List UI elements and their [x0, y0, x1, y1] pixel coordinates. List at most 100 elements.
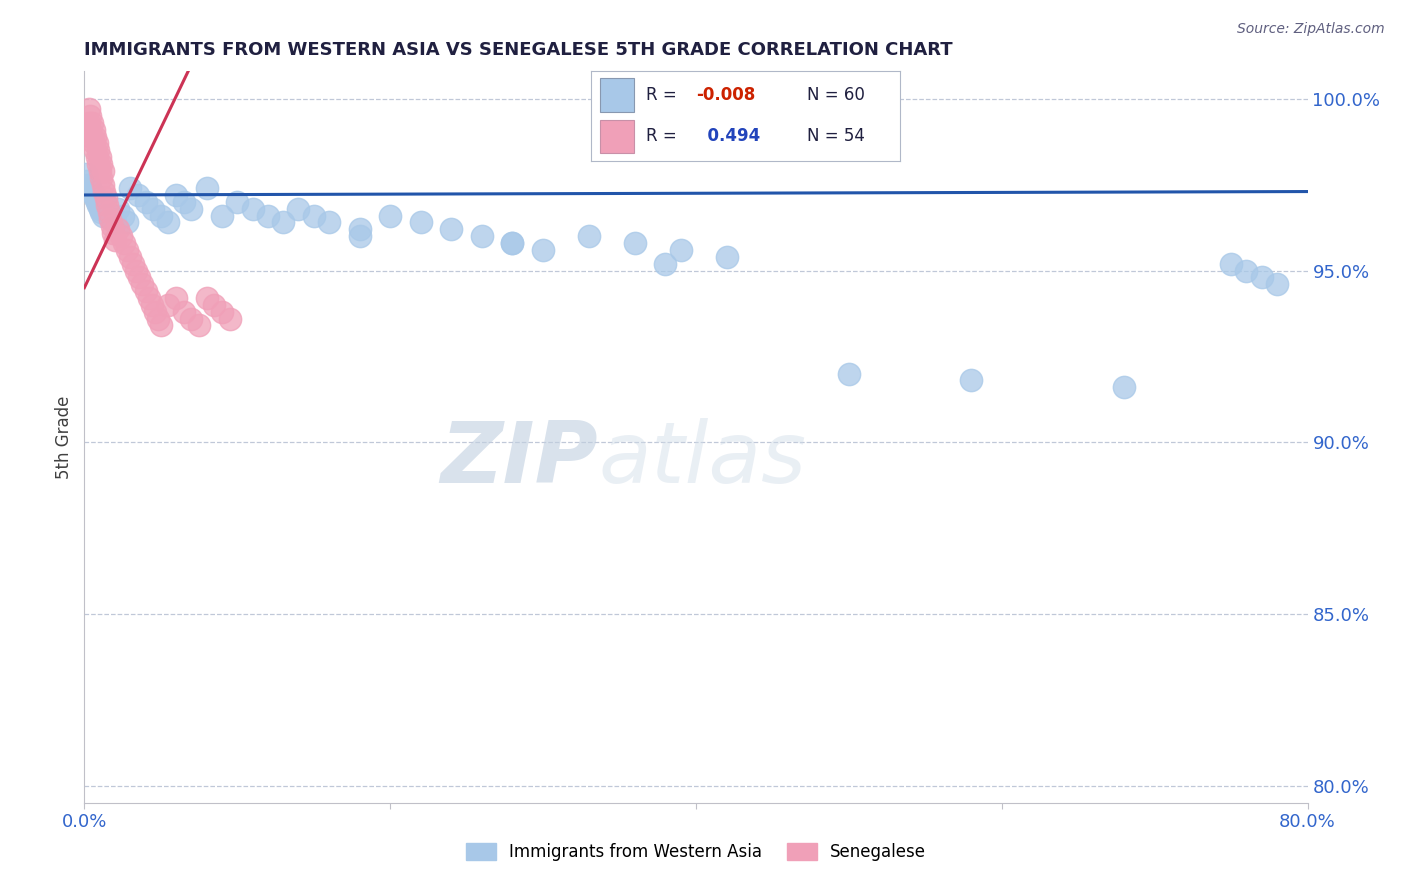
Point	[83, 122, 105, 136]
Text: atlas: atlas	[598, 417, 806, 500]
Point	[349, 229, 371, 244]
Text: Source: ZipAtlas.com: Source: ZipAtlas.com	[1237, 22, 1385, 37]
Point	[471, 229, 494, 244]
Point	[96, 205, 118, 219]
Point	[90, 170, 112, 185]
Point	[380, 209, 402, 223]
Point	[97, 205, 120, 219]
Point	[112, 235, 135, 250]
Point	[93, 185, 115, 199]
Point	[157, 298, 180, 312]
Point	[502, 235, 524, 250]
Bar	[600, 78, 634, 112]
Bar	[600, 120, 634, 153]
Point	[77, 116, 100, 130]
Point	[1236, 263, 1258, 277]
Point	[173, 304, 195, 318]
Point	[103, 226, 125, 240]
Point	[86, 194, 108, 209]
Point	[143, 304, 166, 318]
Point	[624, 235, 647, 250]
Point	[91, 178, 114, 192]
Point	[80, 185, 103, 199]
Text: N = 60: N = 60	[807, 86, 865, 103]
Point	[211, 304, 233, 318]
Point	[79, 122, 101, 136]
Text: ZIP: ZIP	[440, 417, 598, 500]
Point	[79, 181, 101, 195]
Text: -0.008: -0.008	[696, 86, 755, 103]
Point	[77, 178, 100, 192]
Point	[91, 164, 114, 178]
Point	[101, 219, 124, 233]
Point	[211, 209, 233, 223]
Point	[157, 215, 180, 229]
Point	[107, 222, 129, 236]
Point	[104, 215, 127, 229]
Point	[1220, 257, 1243, 271]
Point	[242, 202, 264, 216]
Point	[226, 194, 249, 209]
Point	[83, 136, 105, 151]
Point	[195, 181, 218, 195]
Point	[1250, 270, 1272, 285]
Point	[578, 229, 600, 244]
Point	[135, 194, 157, 209]
Point	[141, 298, 163, 312]
Point	[75, 126, 97, 140]
Point	[84, 129, 107, 144]
Point	[202, 298, 225, 312]
Point	[84, 144, 107, 158]
Point	[98, 212, 121, 227]
Point	[110, 229, 132, 244]
Point	[80, 116, 103, 130]
Text: IMMIGRANTS FROM WESTERN ASIA VS SENEGALESE 5TH GRADE CORRELATION CHART: IMMIGRANTS FROM WESTERN ASIA VS SENEGALE…	[84, 41, 953, 59]
Text: N = 54: N = 54	[807, 128, 865, 145]
Point	[302, 209, 325, 223]
Point	[90, 157, 112, 171]
Point	[131, 277, 153, 292]
Point	[716, 250, 738, 264]
Point	[104, 233, 127, 247]
Point	[77, 102, 100, 116]
Point	[107, 202, 129, 216]
Point	[838, 367, 860, 381]
Point	[94, 191, 117, 205]
Point	[83, 188, 105, 202]
Point	[89, 164, 111, 178]
Point	[149, 209, 172, 223]
Point	[165, 188, 187, 202]
Text: 0.494: 0.494	[696, 128, 759, 145]
Point	[138, 291, 160, 305]
Point	[1114, 380, 1136, 394]
Point	[409, 215, 432, 229]
Point	[94, 202, 117, 216]
Point	[531, 243, 554, 257]
Point	[89, 202, 111, 216]
Point	[960, 373, 983, 387]
Point	[76, 120, 98, 134]
Point	[349, 222, 371, 236]
Point	[91, 209, 114, 223]
Point	[195, 291, 218, 305]
Point	[440, 222, 463, 236]
Point	[318, 215, 340, 229]
Point	[86, 150, 108, 164]
Point	[101, 212, 124, 227]
Point	[142, 202, 165, 216]
Point	[125, 263, 148, 277]
Point	[287, 202, 309, 216]
Point	[120, 250, 142, 264]
Point	[115, 215, 138, 229]
Point	[127, 188, 149, 202]
Point	[173, 194, 195, 209]
Point	[89, 150, 111, 164]
Point	[122, 257, 145, 271]
Point	[120, 181, 142, 195]
Point	[97, 209, 120, 223]
Point	[218, 311, 240, 326]
Point	[96, 198, 118, 212]
Point	[654, 257, 676, 271]
Point	[87, 198, 110, 212]
Point	[180, 202, 202, 216]
